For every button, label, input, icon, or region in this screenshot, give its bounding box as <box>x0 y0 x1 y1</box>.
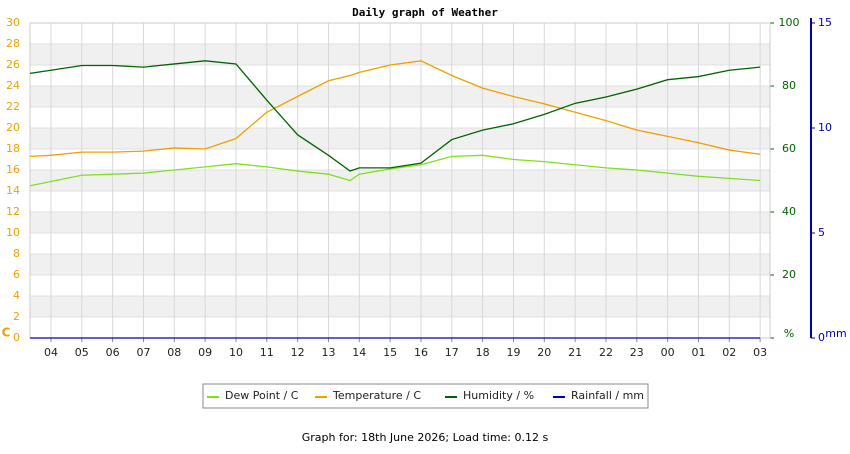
grid-band <box>30 296 770 317</box>
y2-tick-label: % <box>784 327 794 340</box>
x-tick-label: 20 <box>537 346 551 359</box>
y-tick-label: 14 <box>6 184 20 197</box>
legend-label: Temperature / C <box>332 389 421 402</box>
y2-tick-label: 20 <box>782 268 796 281</box>
x-tick-label: 21 <box>568 346 582 359</box>
series-line <box>29 60 761 157</box>
x-tick-label: 11 <box>260 346 274 359</box>
x-tick-label: 19 <box>506 346 520 359</box>
series-line <box>29 60 761 172</box>
y-tick-label: 6 <box>13 268 20 281</box>
chart-title: Daily graph of Weather <box>352 6 498 19</box>
y2-tick-label: 80 <box>782 79 796 92</box>
x-tick-label: 04 <box>44 346 58 359</box>
x-tick-label: 00 <box>661 346 675 359</box>
y-tick-label: 20 <box>6 121 20 134</box>
y-tick-label: 8 <box>13 247 20 260</box>
grid-band <box>30 86 770 107</box>
x-tick-label: 13 <box>321 346 335 359</box>
y-tick-label: 22 <box>6 100 20 113</box>
x-tick-label: 17 <box>445 346 459 359</box>
y-tick-label: 30 <box>6 16 20 29</box>
legend-label: Rainfall / mm <box>571 389 644 402</box>
y3-tick-label: 15 <box>818 16 832 29</box>
x-tick-label: 23 <box>630 346 644 359</box>
y-tick-label: 28 <box>6 37 20 50</box>
y3-axis-label: mm <box>825 327 846 340</box>
series-line <box>29 154 761 187</box>
x-tick-label: 03 <box>753 346 767 359</box>
x-tick-label: 18 <box>476 346 490 359</box>
x-tick-label: 22 <box>599 346 613 359</box>
y3-tick-label: 5 <box>818 226 825 239</box>
legend-label: Dew Point / C <box>225 389 299 402</box>
y-tick-label: 0 <box>13 331 20 344</box>
x-tick-label: 15 <box>383 346 397 359</box>
x-tick-label: 16 <box>414 346 428 359</box>
grid-band <box>30 254 770 275</box>
x-tick-label: 09 <box>198 346 212 359</box>
x-tick-label: 12 <box>291 346 305 359</box>
x-tick-label: 05 <box>75 346 89 359</box>
x-tick-label: 07 <box>136 346 150 359</box>
x-tick-label: 08 <box>167 346 181 359</box>
grid-band <box>30 128 770 149</box>
y-axis-label: C <box>2 326 11 340</box>
y2-tick-label: 60 <box>782 142 796 155</box>
y-tick-label: 16 <box>6 163 20 176</box>
y-tick-label: 2 <box>13 310 20 323</box>
x-tick-label: 14 <box>352 346 366 359</box>
y-tick-label: 4 <box>13 289 20 302</box>
x-tick-label: 02 <box>722 346 736 359</box>
grid-band <box>30 212 770 233</box>
y-tick-label: 12 <box>6 205 20 218</box>
legend-box <box>202 383 649 409</box>
y2-tick-label: 100 <box>779 16 800 29</box>
y-tick-label: 10 <box>6 226 20 239</box>
x-tick-label: 01 <box>691 346 705 359</box>
footer: Graph for: 18th June 2026; Load time: 0.… <box>302 431 549 444</box>
y3-tick-label: 0 <box>818 331 825 344</box>
grid-band <box>30 170 770 191</box>
y-tick-label: 24 <box>6 79 20 92</box>
legend-label: Humidity / % <box>463 389 534 402</box>
y3-tick-label: 10 <box>818 121 832 134</box>
x-tick-label: 06 <box>106 346 120 359</box>
y-tick-label: 26 <box>6 58 20 71</box>
x-tick-label: 10 <box>229 346 243 359</box>
grid-band <box>30 44 770 65</box>
y-tick-label: 18 <box>6 142 20 155</box>
y2-tick-label: 40 <box>782 205 796 218</box>
